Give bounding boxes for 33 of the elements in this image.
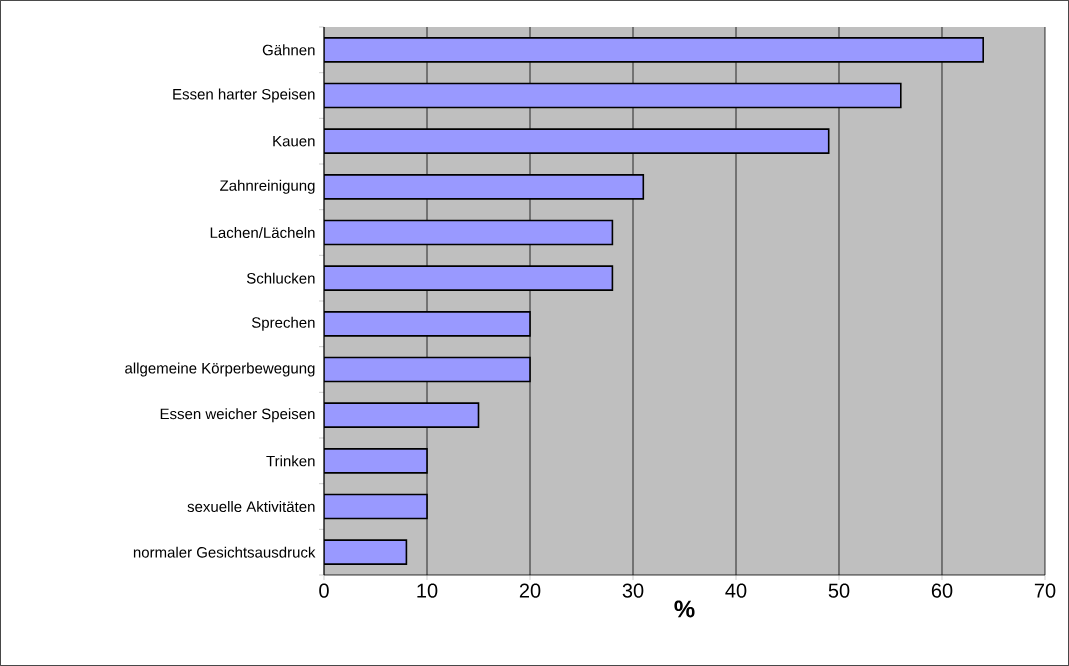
bar	[324, 37, 984, 63]
y-tick-label: Lachen/Lächeln	[210, 227, 315, 239]
bar	[324, 539, 408, 565]
bar	[324, 82, 902, 109]
bar	[324, 356, 531, 383]
x-tick-label: 20	[519, 583, 541, 598]
x-tick-label: 10	[417, 583, 438, 598]
bar	[324, 219, 614, 246]
y-tick-label: Essen harter Speisen	[173, 88, 315, 103]
y-tick-label: Zahnreinigung	[220, 179, 315, 194]
bar	[324, 311, 531, 337]
bar	[324, 265, 614, 291]
y-tick-label: allgemeine Körperbewegung	[125, 362, 315, 377]
bar	[324, 128, 830, 154]
y-tick-label: sexuelle Aktivitäten	[187, 500, 315, 512]
y-tick-label: Sprechen	[251, 316, 315, 331]
y-tick-label: Essen weicher Speisen	[160, 408, 315, 423]
y-tick-label: normaler Gesichtsausdruck	[133, 546, 316, 558]
bar	[324, 493, 428, 520]
bar	[324, 174, 645, 200]
x-tick-label: 40	[725, 583, 747, 598]
y-tick-label: Kauen	[273, 135, 315, 147]
x-tick-label: 50	[828, 583, 850, 598]
bar	[324, 448, 428, 474]
y-tick-label: Trinken	[266, 455, 315, 467]
x-tick-label: 30	[622, 583, 644, 598]
y-tick-label: Schlucken	[246, 272, 315, 284]
x-axis-title: %	[674, 600, 695, 618]
y-tick-label: Gähnen	[262, 44, 315, 56]
x-tick-label: 0	[319, 583, 329, 598]
x-tick-label: 60	[931, 583, 953, 598]
x-tick-label: 70	[1034, 583, 1056, 598]
bar	[324, 402, 480, 428]
